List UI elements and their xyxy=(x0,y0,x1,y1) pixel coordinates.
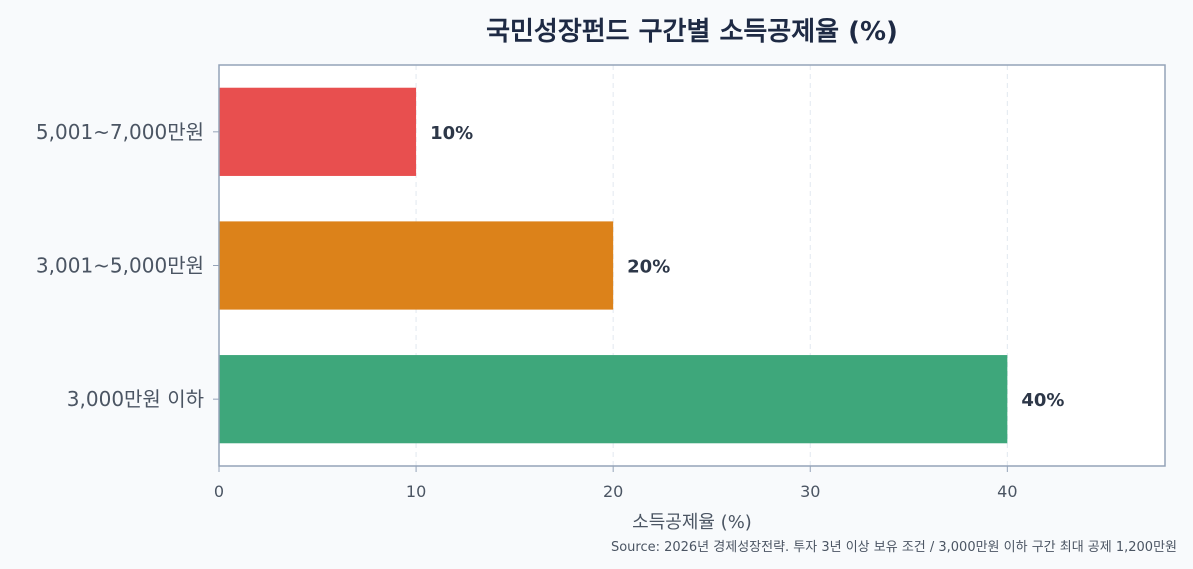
x-axis-label: 소득공제율 (%) xyxy=(632,512,752,533)
bar xyxy=(219,221,614,310)
data-label: 20% xyxy=(627,257,670,278)
tick-layer: 0 10 20 30 40 5,001~7,000만원 3,001~5,000만원 3,000… xyxy=(36,120,1018,501)
y-tick-label: 5,001~7,000만원 xyxy=(36,120,204,144)
x-tick-label: 0 xyxy=(214,482,224,501)
data-label: 10% xyxy=(430,123,473,144)
x-tick-label: 40 xyxy=(997,482,1017,501)
bar xyxy=(219,355,1008,444)
y-tick-label: 3,000만원 이하 xyxy=(67,387,204,411)
source-note: Source: 2026년 경제성장전략. 투자 3년 이상 보유 조건 / 3… xyxy=(611,540,1177,555)
bar-layer: 10% 20% 40% xyxy=(219,87,1064,444)
bar xyxy=(219,87,417,176)
y-tick-label: 3,001~5,000만원 xyxy=(36,254,204,278)
x-tick-label: 30 xyxy=(800,482,820,501)
data-label: 40% xyxy=(1021,390,1064,411)
x-tick-label: 20 xyxy=(603,482,623,501)
chart-title: 국민성장펀드 구간별 소득공제율 (%) xyxy=(486,17,898,47)
x-tick-label: 10 xyxy=(406,482,426,501)
